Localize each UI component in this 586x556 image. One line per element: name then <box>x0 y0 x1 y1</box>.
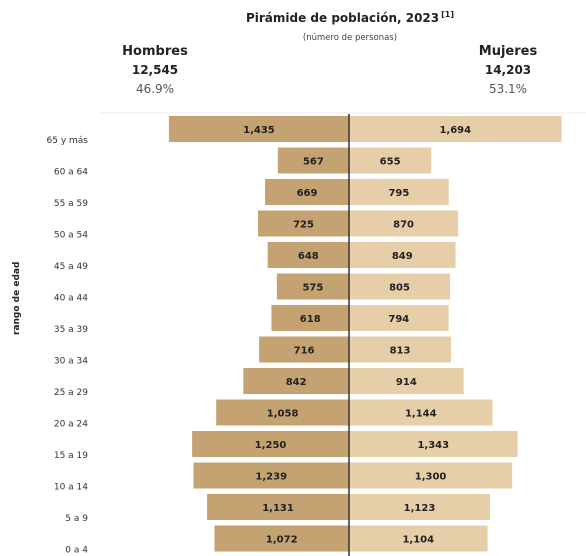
bar-mujeres <box>349 147 432 174</box>
data-label-mujeres: 805 <box>389 283 410 294</box>
hombres-label: Hombres <box>122 44 188 59</box>
data-label-mujeres: 795 <box>388 188 409 199</box>
tick-label-age: 30 a 34 <box>54 357 88 367</box>
tick-label-age: 40 a 44 <box>54 294 88 304</box>
tick-label-age: 15 a 19 <box>54 451 88 461</box>
chart-subtitle: (número de personas) <box>302 33 398 43</box>
tick-label-age: 65 y más <box>47 136 89 146</box>
bar-mujeres <box>349 210 459 237</box>
data-label-mujeres: 655 <box>380 157 401 168</box>
data-label-hombres: 1,131 <box>262 503 294 514</box>
bar-hombres <box>216 399 349 426</box>
tick-label-age: 10 a 14 <box>54 483 88 493</box>
tick-label-age: 60 a 64 <box>54 168 88 178</box>
data-label-mujeres: 849 <box>392 251 413 262</box>
data-label-mujeres: 813 <box>390 346 411 357</box>
chart-title-text: Pirámide de población, 2023 <box>245 11 440 25</box>
bar-mujeres <box>349 462 513 489</box>
data-label-mujeres: 870 <box>393 220 414 231</box>
bar-mujeres <box>349 336 452 363</box>
data-label-hombres: 618 <box>300 314 321 325</box>
data-label-mujeres: 1,300 <box>415 472 447 483</box>
bar-hombres <box>265 179 349 205</box>
data-label-mujeres: 1,144 <box>405 409 437 420</box>
mujeres-summary: Mujeres 14,203 53.1% <box>458 44 558 96</box>
bar-mujeres <box>349 179 449 205</box>
tick-label-age: 20 a 24 <box>54 420 88 430</box>
bar-hombres <box>258 210 349 237</box>
bar-hombres <box>207 494 349 520</box>
bar-mujeres <box>349 273 451 300</box>
chart-title: Pirámide de población, 2023 [1] <box>0 10 586 25</box>
tick-label-age: 0 a 4 <box>65 546 88 556</box>
bar-mujeres <box>349 399 493 426</box>
bar-hombres <box>267 242 349 268</box>
bar-hombres <box>259 336 349 363</box>
data-label-hombres: 1,058 <box>267 409 299 420</box>
bar-mujeres <box>349 305 449 331</box>
bar-hombres <box>192 431 349 457</box>
data-label-mujeres: 1,123 <box>404 503 436 514</box>
data-label-mujeres: 1,104 <box>402 535 434 546</box>
data-label-hombres: 842 <box>286 377 307 388</box>
data-label-mujeres: 914 <box>396 377 417 388</box>
data-label-mujeres: 1,694 <box>439 125 471 136</box>
bar-mujeres <box>349 525 488 552</box>
bar-mujeres <box>349 431 518 457</box>
data-label-hombres: 725 <box>293 220 314 231</box>
tick-label-age: 35 a 39 <box>54 325 88 335</box>
data-label-mujeres: 794 <box>388 314 409 325</box>
bar-mujeres <box>349 494 490 520</box>
mujeres-label: Mujeres <box>478 44 538 59</box>
hombres-total: 12,545 <box>131 63 179 77</box>
tick-label-age: 5 a 9 <box>65 514 88 524</box>
data-label-hombres: 1,250 <box>255 440 287 451</box>
mujeres-total: 14,203 <box>484 63 532 77</box>
bar-mujeres <box>349 116 562 142</box>
data-label-mujeres: 1,343 <box>417 440 449 451</box>
data-label-hombres: 575 <box>302 283 323 294</box>
bar-mujeres <box>349 242 456 268</box>
data-label-hombres: 1,435 <box>243 125 275 136</box>
bar-hombres <box>271 305 349 331</box>
hombres-summary: Hombres 12,545 46.9% <box>105 44 205 96</box>
chart-title-note: [1] <box>441 10 455 19</box>
hombres-share: 46.9% <box>135 82 175 96</box>
bar-hombres <box>214 525 349 552</box>
tick-label-age: 25 a 29 <box>54 388 88 398</box>
data-label-hombres: 1,072 <box>266 535 298 546</box>
data-label-hombres: 669 <box>297 188 318 199</box>
bar-hombres <box>243 368 349 394</box>
data-label-hombres: 567 <box>303 157 324 168</box>
data-label-hombres: 648 <box>298 251 319 262</box>
tick-label-age: 55 a 59 <box>54 199 88 209</box>
bar-hombres <box>276 273 349 300</box>
bar-hombres <box>168 116 349 142</box>
bar-hombres <box>193 462 349 489</box>
tick-label-age: 45 a 49 <box>54 262 88 272</box>
data-label-hombres: 1,239 <box>255 472 287 483</box>
bar-hombres <box>277 147 349 174</box>
mujeres-share: 53.1% <box>488 82 528 96</box>
data-label-hombres: 716 <box>294 346 315 357</box>
bar-mujeres <box>349 368 464 394</box>
tick-label-age: 50 a 54 <box>54 231 88 241</box>
